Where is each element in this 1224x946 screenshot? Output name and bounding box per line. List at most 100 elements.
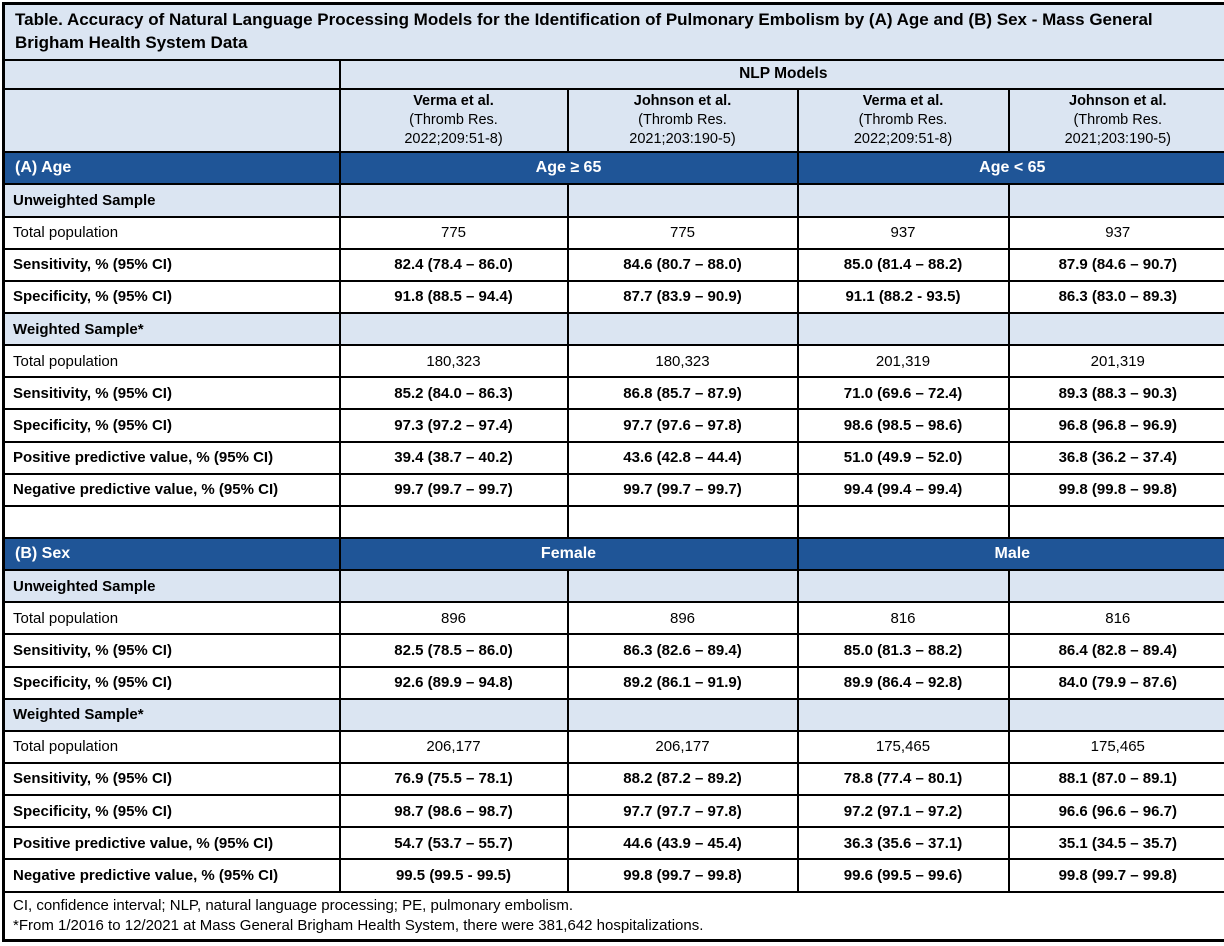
data-row: Negative predictive value, % (95% CI)99.… — [4, 859, 1224, 891]
value-cell: 87.7 (83.9 – 90.9) — [568, 281, 798, 313]
row-label: Total population — [4, 345, 340, 377]
value-cell: 99.6 (99.5 – 99.6) — [798, 859, 1009, 891]
value-cell: 89.2 (86.1 – 91.9) — [568, 667, 798, 699]
value-cell: 85.0 (81.3 – 88.2) — [798, 634, 1009, 666]
group-header-2: Male — [798, 538, 1224, 570]
subsection-blank-cell — [798, 570, 1009, 602]
model-column-header-3: Verma et al. (Thromb Res. 2022;209:51-8) — [798, 89, 1009, 152]
value-cell: 87.9 (84.6 – 90.7) — [1009, 249, 1224, 281]
data-row: Positive predictive value, % (95% CI)39.… — [4, 442, 1224, 474]
subsection-blank-cell — [798, 699, 1009, 731]
row-label: Sensitivity, % (95% CI) — [4, 377, 340, 409]
model-citation-line: (Thromb Res. — [803, 111, 1004, 130]
value-cell: 54.7 (53.7 – 55.7) — [340, 827, 568, 859]
subsection-blank-cell — [568, 570, 798, 602]
group-header-1: Age ≥ 65 — [340, 152, 798, 184]
data-row: Positive predictive value, % (95% CI)54.… — [4, 827, 1224, 859]
data-row: Sensitivity, % (95% CI)82.5 (78.5 – 86.0… — [4, 634, 1224, 666]
value-cell: 816 — [798, 602, 1009, 634]
model-citation-line: 2022;209:51-8) — [345, 130, 563, 149]
subsection-label: Weighted Sample* — [4, 313, 340, 345]
model-citation-line: 2022;209:51-8) — [803, 130, 1004, 149]
value-cell: 896 — [340, 602, 568, 634]
value-cell: 175,465 — [1009, 731, 1224, 763]
row-label: Specificity, % (95% CI) — [4, 281, 340, 313]
model-citation-line: 2021;203:190-5) — [1014, 130, 1223, 149]
value-cell: 206,177 — [568, 731, 798, 763]
value-cell: 84.0 (79.9 – 87.6) — [1009, 667, 1224, 699]
subsection-header-row: Weighted Sample* — [4, 313, 1224, 345]
value-cell: 201,319 — [798, 345, 1009, 377]
section-spacer-row — [4, 506, 1224, 538]
value-cell: 86.8 (85.7 – 87.9) — [568, 377, 798, 409]
value-cell: 36.8 (36.2 – 37.4) — [1009, 442, 1224, 474]
value-cell: 97.7 (97.6 – 97.8) — [568, 409, 798, 441]
blank-corner-cell — [4, 60, 340, 89]
footnote-cell: CI, confidence interval; NLP, natural la… — [4, 892, 1224, 941]
spacer-cell — [340, 506, 568, 538]
section-label: (B) Sex — [4, 538, 340, 570]
value-cell: 99.8 (99.8 – 99.8) — [1009, 474, 1224, 506]
subsection-header-row: Unweighted Sample — [4, 570, 1224, 602]
value-cell: 82.4 (78.4 – 86.0) — [340, 249, 568, 281]
model-column-header-4: Johnson et al. (Thromb Res. 2021;203:190… — [1009, 89, 1224, 152]
row-label: Sensitivity, % (95% CI) — [4, 249, 340, 281]
subsection-blank-cell — [1009, 699, 1224, 731]
subsection-label: Unweighted Sample — [4, 570, 340, 602]
subsection-blank-cell — [568, 699, 798, 731]
value-cell: 99.8 (99.7 – 99.8) — [1009, 859, 1224, 891]
value-cell: 98.6 (98.5 – 98.6) — [798, 409, 1009, 441]
row-label: Negative predictive value, % (95% CI) — [4, 474, 340, 506]
subsection-blank-cell — [340, 313, 568, 345]
data-row: Specificity, % (95% CI)92.6 (89.9 – 94.8… — [4, 667, 1224, 699]
subsection-blank-cell — [340, 570, 568, 602]
spacer-cell — [798, 506, 1009, 538]
value-cell: 91.8 (88.5 – 94.4) — [340, 281, 568, 313]
table-header: Table. Accuracy of Natural Language Proc… — [4, 4, 1224, 153]
table-title: Table. Accuracy of Natural Language Proc… — [4, 4, 1224, 60]
footnote-asterisk: *From 1/2016 to 12/2021 at Mass General … — [13, 916, 1218, 936]
footnote-abbreviations: CI, confidence interval; NLP, natural la… — [13, 896, 1218, 916]
row-label: Specificity, % (95% CI) — [4, 409, 340, 441]
model-name: Verma et al. — [345, 92, 563, 111]
group-header-1: Female — [340, 538, 798, 570]
row-label: Total population — [4, 731, 340, 763]
subsection-blank-cell — [798, 184, 1009, 216]
data-row: Specificity, % (95% CI)91.8 (88.5 – 94.4… — [4, 281, 1224, 313]
data-row: Sensitivity, % (95% CI)85.2 (84.0 – 86.3… — [4, 377, 1224, 409]
subsection-label: Weighted Sample* — [4, 699, 340, 731]
value-cell: 896 — [568, 602, 798, 634]
model-name: Johnson et al. — [573, 92, 793, 111]
value-cell: 89.9 (86.4 – 92.8) — [798, 667, 1009, 699]
group-header-2: Age < 65 — [798, 152, 1224, 184]
blank-corner-cell — [4, 89, 340, 152]
spacer-cell — [1009, 506, 1224, 538]
value-cell: 89.3 (88.3 – 90.3) — [1009, 377, 1224, 409]
subsection-header-row: Weighted Sample* — [4, 699, 1224, 731]
row-label: Total population — [4, 217, 340, 249]
subsection-header-row: Unweighted Sample — [4, 184, 1224, 216]
subsection-blank-cell — [340, 184, 568, 216]
data-row: Negative predictive value, % (95% CI)99.… — [4, 474, 1224, 506]
subsection-blank-cell — [1009, 570, 1224, 602]
value-cell: 99.4 (99.4 – 99.4) — [798, 474, 1009, 506]
nlp-models-header: NLP Models — [340, 60, 1224, 89]
value-cell: 92.6 (89.9 – 94.8) — [340, 667, 568, 699]
value-cell: 51.0 (49.9 – 52.0) — [798, 442, 1009, 474]
row-label: Positive predictive value, % (95% CI) — [4, 442, 340, 474]
row-label: Total population — [4, 602, 340, 634]
value-cell: 86.4 (82.8 – 89.4) — [1009, 634, 1224, 666]
value-cell: 44.6 (43.9 – 45.4) — [568, 827, 798, 859]
footnote-row: CI, confidence interval; NLP, natural la… — [4, 892, 1224, 941]
value-cell: 99.7 (99.7 – 99.7) — [340, 474, 568, 506]
value-cell: 99.8 (99.7 – 99.8) — [568, 859, 798, 891]
value-cell: 97.7 (97.7 – 97.8) — [568, 795, 798, 827]
subsection-blank-cell — [1009, 184, 1224, 216]
model-column-header-1: Verma et al. (Thromb Res. 2022;209:51-8) — [340, 89, 568, 152]
value-cell: 201,319 — [1009, 345, 1224, 377]
data-row: Specificity, % (95% CI)98.7 (98.6 – 98.7… — [4, 795, 1224, 827]
